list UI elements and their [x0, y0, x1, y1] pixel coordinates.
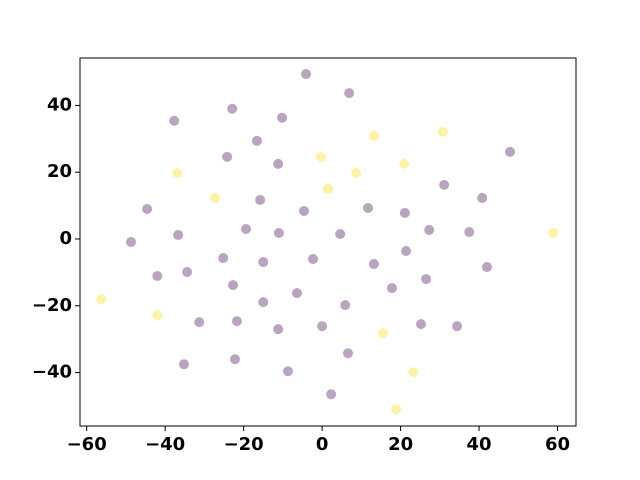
- point: [282, 366, 293, 377]
- point: [273, 158, 284, 169]
- point: [230, 354, 240, 365]
- point: [299, 205, 310, 216]
- y-tick-label: 20: [47, 161, 72, 182]
- point: [351, 167, 362, 178]
- point: [399, 207, 410, 218]
- x-tick-label: 20: [388, 434, 413, 455]
- point: [227, 103, 238, 114]
- x-tick-label: 60: [545, 434, 570, 455]
- point: [315, 151, 326, 162]
- y-tick-label: −40: [32, 362, 72, 383]
- point: [258, 297, 269, 308]
- point: [323, 183, 333, 194]
- point: [152, 310, 163, 321]
- point: [96, 294, 107, 305]
- point: [464, 226, 475, 237]
- point: [178, 359, 189, 370]
- point: [548, 227, 559, 238]
- point: [335, 228, 346, 239]
- point: [258, 257, 269, 268]
- point: [209, 192, 220, 203]
- point: [194, 317, 205, 328]
- y-tick-label: −20: [32, 295, 72, 316]
- point: [377, 328, 388, 339]
- point: [386, 283, 397, 294]
- point: [308, 254, 319, 265]
- point: [240, 223, 251, 234]
- point: [277, 112, 288, 123]
- point: [182, 267, 193, 278]
- point: [251, 135, 262, 146]
- point: [401, 246, 412, 257]
- point: [399, 158, 410, 169]
- y-tick-label: 0: [59, 228, 72, 249]
- point: [340, 300, 351, 311]
- point: [301, 69, 312, 80]
- point: [273, 324, 284, 335]
- point: [416, 319, 426, 330]
- point: [344, 88, 355, 99]
- plot-frame: [79, 57, 577, 427]
- point: [231, 316, 242, 327]
- point: [424, 224, 435, 235]
- point: [391, 404, 402, 415]
- point: [408, 367, 419, 378]
- point: [152, 271, 163, 282]
- point: [172, 167, 183, 178]
- point: [505, 146, 516, 157]
- point: [317, 321, 328, 332]
- point: [437, 126, 448, 137]
- y-tick-label: 40: [47, 94, 72, 115]
- point: [421, 274, 432, 285]
- point: [169, 115, 180, 126]
- point: [126, 237, 137, 247]
- point: [218, 253, 229, 264]
- x-tick-label: 40: [467, 434, 492, 455]
- point: [173, 229, 184, 240]
- x-tick-label: 0: [316, 434, 329, 455]
- point: [228, 280, 239, 291]
- x-tick-label: −60: [67, 434, 107, 455]
- point: [222, 151, 233, 162]
- point: [368, 259, 379, 270]
- point: [452, 321, 463, 332]
- point: [292, 288, 302, 299]
- point: [481, 262, 492, 273]
- point: [142, 203, 153, 214]
- point: [255, 194, 266, 205]
- point: [363, 202, 374, 213]
- point: [273, 227, 284, 238]
- x-tick-label: −20: [224, 434, 264, 455]
- point: [343, 348, 354, 359]
- point: [368, 130, 379, 141]
- point: [326, 389, 337, 400]
- point: [477, 192, 488, 203]
- point: [439, 179, 450, 190]
- x-tick-label: −40: [145, 434, 185, 455]
